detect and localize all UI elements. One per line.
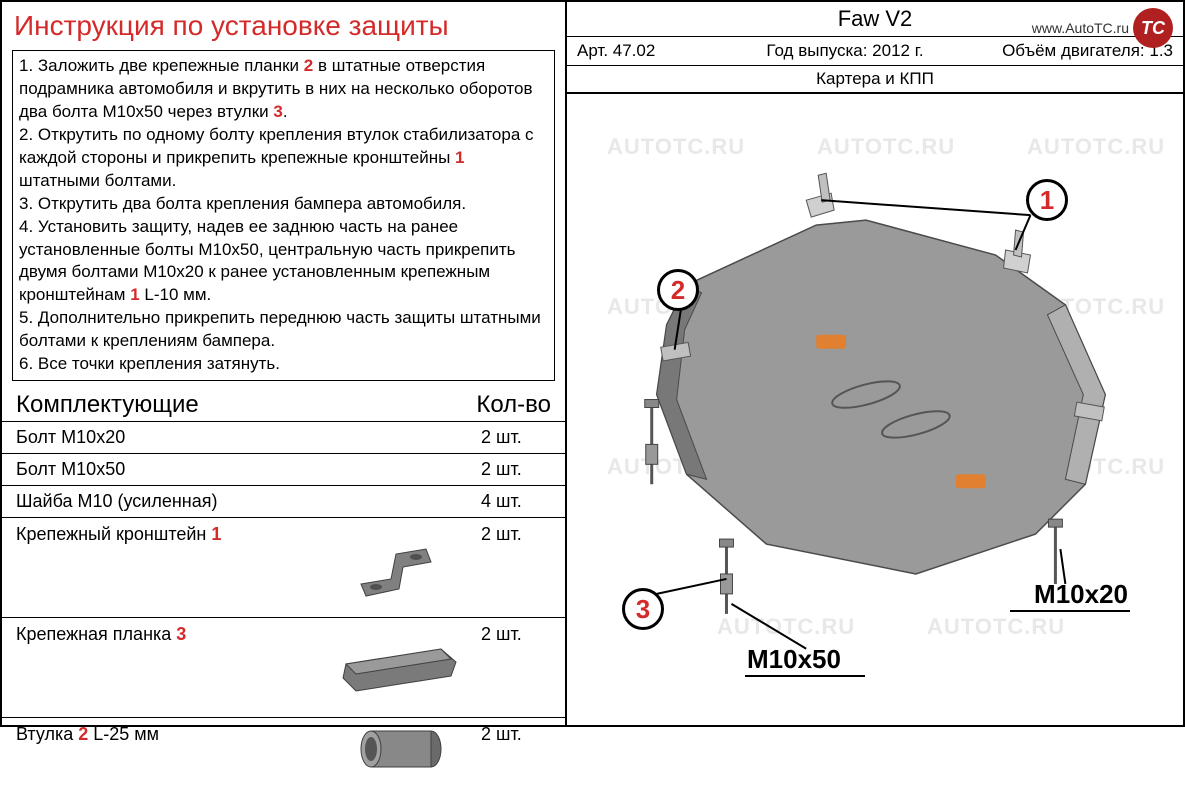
- underline: [1010, 610, 1130, 612]
- parts-header: Комплектующие Кол-во: [2, 389, 565, 422]
- part-label: Втулка: [16, 724, 78, 744]
- part-name: Болт М10х20: [16, 427, 481, 448]
- instr-text: 5. Дополнительно прикрепить переднюю час…: [19, 308, 541, 350]
- page-title: Инструкция по установке защиты: [2, 2, 565, 46]
- part-name: Втулка 2 L-25 мм: [16, 724, 321, 745]
- left-panel: Инструкция по установке защиты 1. Заложи…: [2, 2, 567, 725]
- instr-text: 3. Открутить два болта крепления бампера…: [19, 194, 466, 213]
- part-row: Болт М10х20 2 шт.: [2, 422, 565, 454]
- instructions-box: 1. Заложить две крепежные планки 2 в шта…: [12, 50, 555, 381]
- subtitle: Картера и КПП: [567, 65, 1183, 92]
- part-row: Болт М10х50 2 шт.: [2, 454, 565, 486]
- part-qty: 4 шт.: [481, 491, 551, 512]
- instr-ref: 1: [455, 148, 464, 167]
- year-label: Год выпуска: 2012 г.: [717, 37, 973, 65]
- part-row: Втулка 2 L-25 мм 2 шт.: [2, 718, 565, 788]
- part-name: Крепежный кронштейн 1: [16, 524, 321, 545]
- part-name: Болт М10х50: [16, 459, 481, 480]
- bolt-label-m10x50: М10х50: [747, 644, 841, 675]
- underline: [745, 675, 865, 677]
- part-name: Крепежная планка 3: [16, 624, 321, 645]
- callout-3: 3: [622, 588, 664, 630]
- part-ref: 2: [78, 724, 88, 744]
- bolt-label-m10x20: М10х20: [1034, 579, 1128, 610]
- callout-1: 1: [1026, 179, 1068, 221]
- page-container: Инструкция по установке защиты 1. Заложи…: [0, 0, 1185, 727]
- instr-text: 1. Заложить две крепежные планки: [19, 56, 304, 75]
- part-row: Крепежная планка 3 2 шт.: [2, 618, 565, 718]
- instr-text: L-10 мм.: [140, 285, 212, 304]
- instr-text: 6. Все точки крепления затянуть.: [19, 354, 280, 373]
- callout-2: 2: [657, 269, 699, 311]
- instr-ref: 2: [304, 56, 313, 75]
- bar-icon: [321, 624, 481, 694]
- bracket-icon: [321, 524, 481, 604]
- instr-ref: 1: [130, 285, 139, 304]
- tube-icon: [321, 724, 481, 774]
- instr-text: 4. Установить защиту, надев ее заднюю ча…: [19, 217, 516, 305]
- site-logo: www.AutoTC.ru TC: [1032, 8, 1173, 48]
- art-label: Арт. 47.02: [567, 37, 717, 65]
- part-row: Шайба М10 (усиленная) 4 шт.: [2, 486, 565, 518]
- diagram-area: AUTOTC.RU AUTOTC.RU AUTOTC.RU AUTOTC.RU …: [567, 94, 1183, 725]
- part-qty: 2 шт.: [481, 459, 551, 480]
- parts-table: Болт М10х20 2 шт. Болт М10х50 2 шт. Шайб…: [2, 422, 565, 788]
- parts-header-qty: Кол-во: [476, 391, 551, 419]
- logo-text: www.AutoTC.ru: [1032, 20, 1129, 36]
- part-ref: 1: [211, 524, 221, 544]
- part-label: Крепежная планка: [16, 624, 176, 644]
- right-panel: www.AutoTC.ru TC Faw V2 Арт. 47.02 Год в…: [567, 2, 1183, 725]
- part-name: Шайба М10 (усиленная): [16, 491, 481, 512]
- part-ref: 3: [176, 624, 186, 644]
- part-qty: 2 шт.: [481, 624, 551, 645]
- parts-header-name: Комплектующие: [16, 391, 199, 419]
- part-qty: 2 шт.: [481, 724, 551, 745]
- part-suffix: L-25 мм: [88, 724, 159, 744]
- protection-plate-diagram: [567, 94, 1183, 725]
- part-label: Крепежный кронштейн: [16, 524, 211, 544]
- part-qty: 2 шт.: [481, 427, 551, 448]
- part-row: Крепежный кронштейн 1 2 шт.: [2, 518, 565, 618]
- instr-text: .: [283, 102, 288, 121]
- part-qty: 2 шт.: [481, 524, 551, 545]
- logo-badge: TC: [1133, 8, 1173, 48]
- instr-text: штатными болтами.: [19, 171, 176, 190]
- instr-ref: 3: [273, 102, 282, 121]
